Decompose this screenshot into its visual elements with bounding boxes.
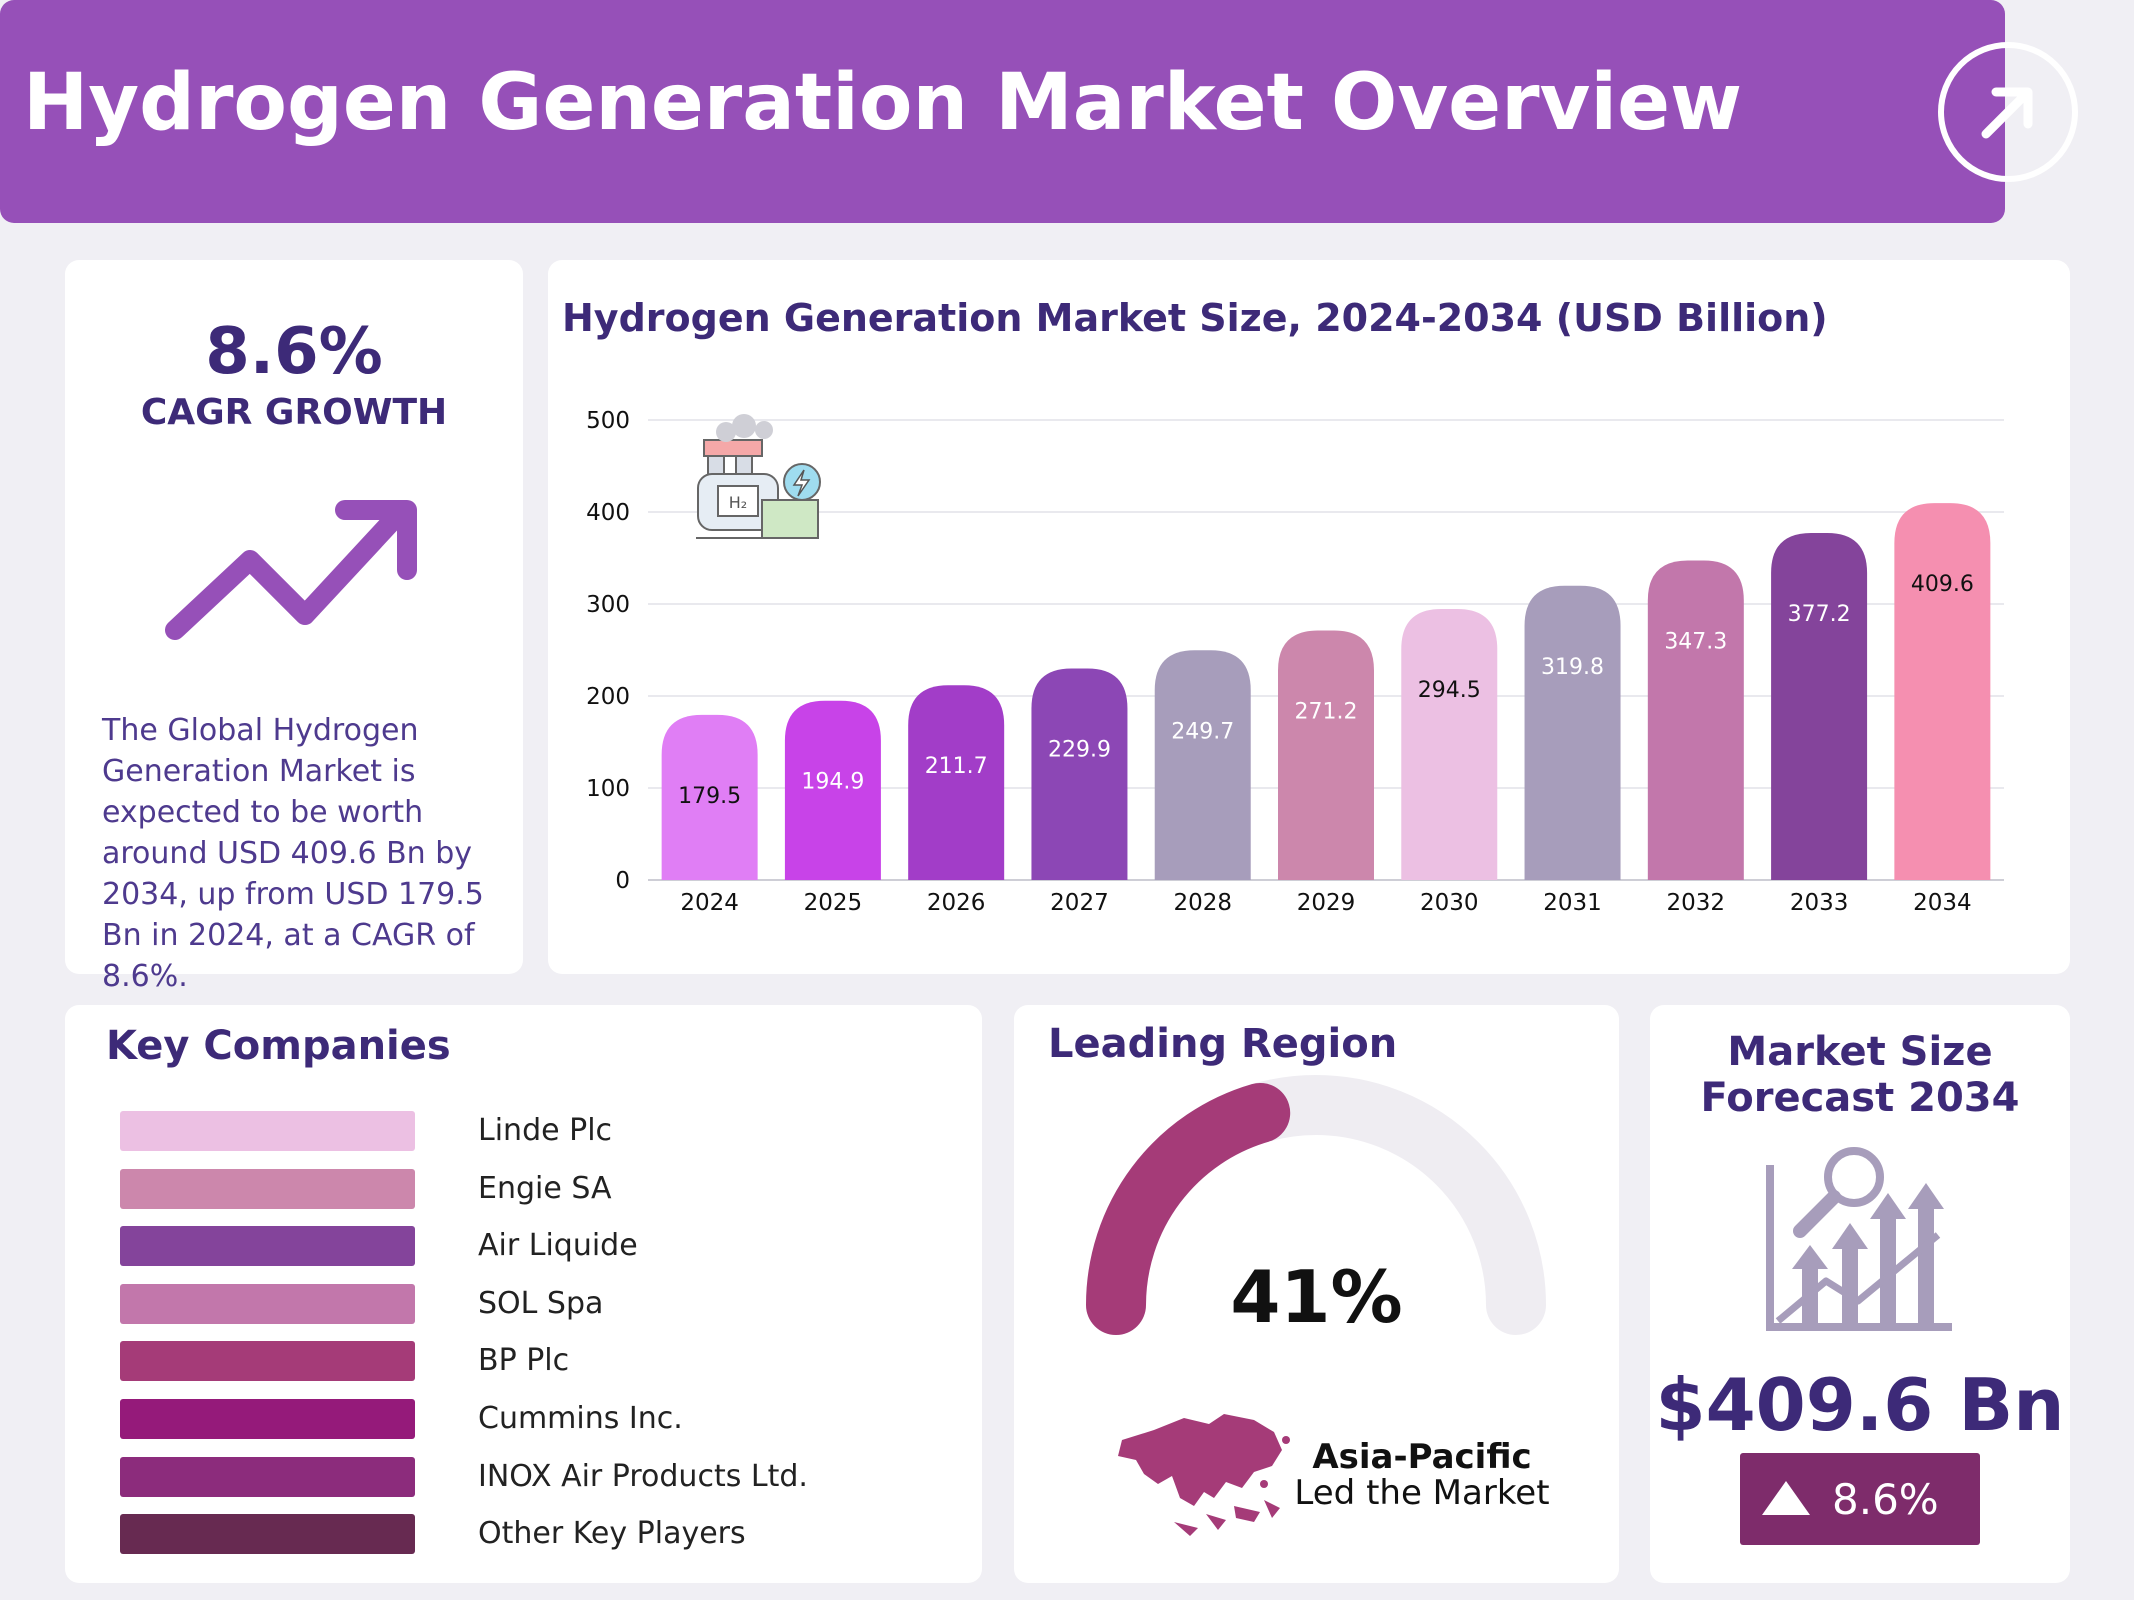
- bar-value-label: 347.3: [1664, 629, 1727, 654]
- bar-value-label: 319.8: [1541, 655, 1604, 680]
- leading-region-title: Leading Region: [1048, 1021, 1398, 1067]
- hydrogen-plant-icon: H₂: [696, 414, 821, 539]
- company-name: Air Liquide: [478, 1228, 638, 1264]
- bar-2024: [661, 714, 758, 880]
- y-tick-label: 500: [586, 408, 630, 434]
- company-color-bar: [120, 1341, 415, 1382]
- market-forecast-card: Market Size Forecast 2034 $409.6 Bn 8.6%: [1650, 1005, 2070, 1583]
- company-color-bar: [120, 1283, 415, 1324]
- forecast-title-line2: Forecast 2034: [1700, 1075, 2020, 1121]
- bar-value-label: 229.9: [1048, 737, 1111, 762]
- bar-value-label: 409.6: [1911, 572, 1974, 597]
- bar-2027: [1031, 668, 1128, 880]
- y-tick-label: 300: [586, 592, 630, 618]
- x-tick-label: 2032: [1667, 890, 1726, 916]
- company-name: Engie SA: [478, 1170, 612, 1206]
- company-color-bar: [120, 1168, 415, 1209]
- gauge-fill: [1086, 1082, 1291, 1335]
- cagr-description: The Global Hydrogen Generation Market is…: [102, 713, 484, 994]
- company-row: BP Plc: [120, 1341, 920, 1382]
- y-tick-label: 0: [615, 868, 630, 894]
- bar-2032: [1647, 560, 1744, 880]
- forecast-title: Market Size Forecast 2034: [1650, 1029, 2070, 1121]
- company-name: Other Key Players: [478, 1516, 746, 1552]
- bar-value-label: 294.5: [1418, 678, 1481, 703]
- leading-region-card: Leading Region 41% Asia-Pacific Led the …: [1014, 1005, 1619, 1583]
- bar-value-label: 377.2: [1788, 602, 1851, 627]
- bar-value-label: 194.9: [801, 770, 864, 795]
- asia-pacific-map-icon: [1118, 1414, 1290, 1536]
- company-row: Linde Plc: [120, 1111, 920, 1151]
- bar-2030: [1401, 609, 1498, 880]
- cagr-value: 8.6%: [205, 315, 383, 389]
- bar-2034: [1894, 503, 1991, 880]
- x-tick-label: 2026: [927, 890, 986, 916]
- company-row: SOL Spa: [120, 1283, 920, 1324]
- company-name: BP Plc: [478, 1343, 570, 1379]
- header-banner: Hydrogen Generation Market Overview: [0, 0, 2078, 223]
- y-tick-label: 100: [586, 776, 630, 802]
- market-size-bar-chart: 0 100 200 300 400 500 179.5 2024 194.9 2025 211.7…: [586, 408, 2004, 916]
- company-name: Linde Plc: [478, 1113, 613, 1148]
- company-color-bar: [120, 1456, 415, 1497]
- company-name: SOL Spa: [478, 1285, 604, 1321]
- x-tick-label: 2034: [1913, 890, 1972, 916]
- x-tick-label: 2030: [1420, 890, 1479, 916]
- region-share-value: 41%: [1230, 1255, 1403, 1339]
- region-subtitle: Led the Market: [1294, 1473, 1550, 1513]
- x-tick-label: 2028: [1173, 890, 1232, 916]
- company-color-bar: [120, 1399, 415, 1439]
- up-triangle-icon: [1762, 1481, 1810, 1515]
- svg-text:H₂: H₂: [729, 493, 747, 512]
- arrow-up-right-icon: [1938, 42, 2078, 182]
- key-companies-card: Key Companies Linde Plc Engie SA Air Liqui…: [65, 1005, 982, 1583]
- bar-value-label: 271.2: [1295, 699, 1358, 724]
- region-share-gauge: [1086, 1075, 1546, 1536]
- page-title: Hydrogen Generation Market Overview: [23, 58, 1743, 148]
- growth-badge-value: 8.6%: [1832, 1475, 1939, 1524]
- x-tick-label: 2031: [1543, 890, 1602, 916]
- y-tick-label: 200: [586, 684, 630, 710]
- chart-title: Hydrogen Generation Market Size, 2024-20…: [562, 296, 1828, 340]
- company-color-bar: [120, 1226, 415, 1267]
- bar-2026: [908, 685, 1005, 880]
- x-tick-label: 2024: [680, 890, 739, 916]
- x-tick-label: 2027: [1050, 890, 1109, 916]
- company-row: INOX Air Products Ltd.: [120, 1456, 920, 1497]
- cagr-card: 8.6% CAGR GROWTH The Global Hydrogen Gen…: [65, 260, 523, 994]
- bar-2025: [784, 700, 881, 880]
- bar-2033: [1771, 532, 1868, 880]
- company-name: INOX Air Products Ltd.: [478, 1458, 808, 1494]
- x-tick-label: 2025: [804, 890, 863, 916]
- growth-analysis-icon: [1762, 1145, 1962, 1340]
- growth-badge: 8.6%: [1740, 1453, 1980, 1545]
- company-row: Engie SA: [120, 1168, 920, 1209]
- bar-value-label: 249.7: [1171, 719, 1234, 744]
- forecast-value: $409.6 Bn: [1655, 1363, 2065, 1447]
- y-tick-label: 400: [586, 500, 630, 526]
- company-row: Other Key Players: [120, 1514, 920, 1555]
- bar-2028: [1154, 650, 1251, 880]
- trend-up-arrow-icon: [155, 490, 425, 655]
- forecast-title-line1: Market Size: [1727, 1029, 1993, 1075]
- market-size-chart-card: Hydrogen Generation Market Size, 2024-20…: [548, 260, 2070, 974]
- bar-value-label: 211.7: [925, 754, 988, 779]
- company-color-bar: [120, 1111, 415, 1151]
- key-companies-title: Key Companies: [106, 1023, 451, 1069]
- x-tick-label: 2033: [1790, 890, 1849, 916]
- bar-2031: [1524, 585, 1621, 880]
- region-name: Asia-Pacific: [1312, 1437, 1532, 1477]
- company-name: Cummins Inc.: [478, 1401, 683, 1436]
- cagr-label: CAGR GROWTH: [140, 392, 448, 433]
- bar-value-label: 179.5: [678, 784, 741, 809]
- bar-2029: [1278, 630, 1374, 880]
- x-tick-label: 2029: [1297, 890, 1356, 916]
- company-row: Cummins Inc.: [120, 1399, 920, 1439]
- company-color-bar: [120, 1514, 415, 1555]
- company-row: Air Liquide: [120, 1226, 920, 1267]
